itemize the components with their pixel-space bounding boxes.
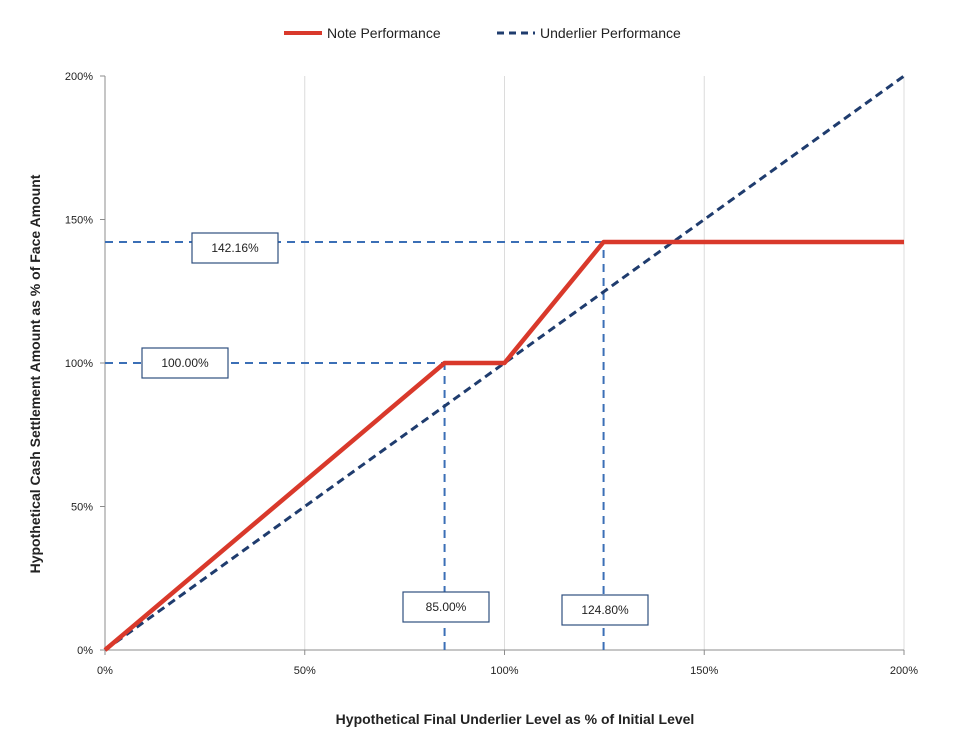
series-line-underlier-performance (104, 74, 905, 652)
y-tick-label: 50% (71, 502, 93, 514)
reference-label-text: 142.16% (211, 241, 259, 255)
reference-label-frame (561, 594, 649, 626)
x-tick-label: 50% (294, 665, 316, 677)
y-tick-label: 150% (65, 215, 93, 227)
y-tick-label: 100% (65, 358, 93, 370)
reference-label-frame (402, 591, 490, 623)
x-tick-label: 150% (690, 665, 718, 677)
reference-label-text: 100.00% (161, 356, 209, 370)
reference-label-frame (191, 232, 279, 264)
reference-label-box: 142.16% (191, 232, 279, 264)
x-tick-label: 100% (490, 665, 518, 677)
reference-label-box: 85.00% (402, 591, 490, 623)
reference-labels: 142.16% 100.00% 85.00% 124.80% (141, 232, 649, 626)
legend: Note Performance Underlier Performance (284, 25, 681, 41)
x-axis-title: Hypothetical Final Underlier Level as % … (336, 711, 695, 727)
x-tick-label: 0% (97, 665, 113, 677)
reference-label-box: 100.00% (141, 347, 229, 379)
series-line-note-performance (103, 239, 904, 652)
y-axis-title: Hypothetical Cash Settlement Amount as %… (27, 174, 43, 573)
legend-label-note-performance: Note Performance (327, 25, 441, 41)
reference-label-frame (141, 347, 229, 379)
reference-label-text: 124.80% (581, 603, 629, 617)
x-tick-label: 200% (890, 665, 918, 677)
y-tick-label: 0% (77, 645, 93, 657)
y-tick-label: 200% (65, 71, 93, 83)
legend-label-underlier-performance: Underlier Performance (540, 25, 681, 41)
reference-label-box: 124.80% (561, 594, 649, 626)
reference-label-text: 85.00% (426, 600, 467, 614)
series (103, 74, 905, 652)
